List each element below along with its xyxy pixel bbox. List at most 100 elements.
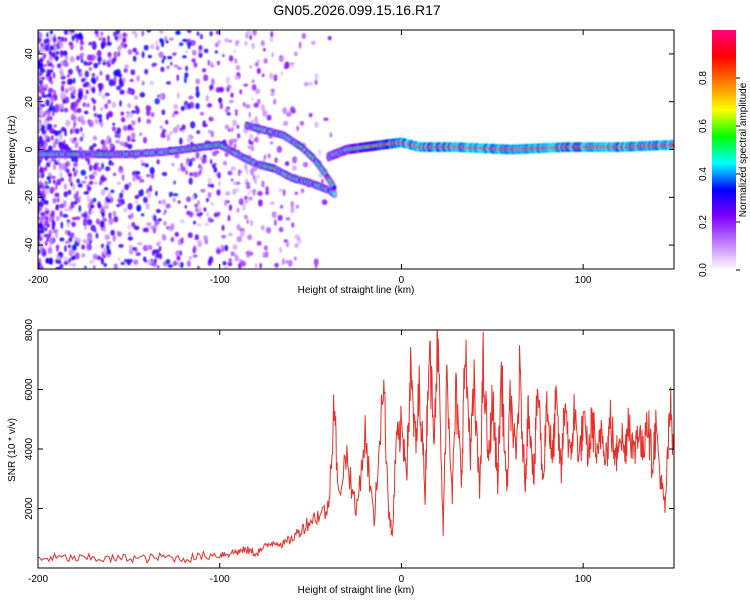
noise-cell: [92, 135, 98, 141]
noise-cell: [43, 206, 47, 211]
noise-cell: [44, 240, 48, 246]
noise-cell: [263, 245, 268, 251]
noise-cell: [177, 91, 180, 99]
noise-cell: [329, 132, 333, 138]
noise-cell: [224, 152, 229, 157]
noise-cell: [161, 233, 165, 241]
noise-cell: [57, 197, 60, 203]
noise-cell: [203, 123, 208, 127]
noise-cell: [214, 42, 219, 48]
noise-cell: [221, 224, 225, 231]
colorbar-tick-label: 0.0: [698, 263, 709, 277]
noise-cell: [185, 157, 190, 164]
noise-cell: [284, 61, 290, 69]
noise-cell: [197, 240, 203, 248]
noise-cell: [107, 51, 112, 58]
noise-cell: [44, 227, 48, 232]
noise-cell: [177, 262, 181, 267]
noise-cell: [89, 259, 95, 264]
noise-cell: [269, 72, 274, 80]
noise-cell: [222, 160, 228, 166]
noise-cell: [214, 50, 219, 54]
noise-cell: [59, 237, 65, 242]
noise-cell: [158, 253, 163, 260]
noise-cell: [47, 257, 52, 265]
noise-cell: [131, 110, 136, 114]
noise-cell: [113, 51, 119, 59]
noise-cell: [226, 200, 230, 204]
noise-cell: [67, 172, 73, 177]
noise-cell: [71, 34, 75, 42]
noise-cell: [38, 201, 41, 209]
noise-cell: [154, 97, 160, 105]
noise-cell: [174, 231, 179, 237]
noise-cell: [101, 162, 105, 170]
noise-cell: [55, 244, 60, 250]
noise-cell: [111, 162, 114, 166]
noise-cell: [166, 133, 171, 142]
noise-cell: [47, 145, 53, 152]
noise-cell: [84, 175, 88, 180]
noise-cell: [274, 262, 279, 268]
noise-cell: [267, 153, 271, 159]
noise-cell: [195, 151, 200, 159]
noise-cell: [198, 44, 203, 52]
noise-cell: [192, 254, 198, 258]
noise-cell: [195, 78, 201, 85]
noise-cell: [158, 245, 162, 252]
noise-cell: [70, 113, 76, 121]
noise-cell: [60, 51, 64, 58]
noise-cell: [270, 88, 275, 93]
noise-cell: [101, 211, 105, 217]
noise-cell: [222, 261, 227, 266]
noise-cell: [114, 36, 118, 41]
heatmap-x-axis-label: Height of straight line (km): [298, 285, 415, 296]
noise-cell: [137, 241, 143, 246]
noise-cell: [84, 81, 90, 88]
noise-cell: [239, 89, 243, 95]
noise-cell: [92, 164, 99, 171]
noise-cell: [234, 109, 239, 113]
noise-cell: [198, 52, 203, 58]
noise-cell: [152, 227, 157, 234]
noise-cell: [63, 30, 69, 36]
noise-cell: [81, 78, 85, 83]
noise-cell: [235, 187, 239, 193]
noise-cell: [274, 157, 278, 164]
noise-cell: [245, 181, 251, 186]
noise-cell: [191, 58, 196, 63]
x-tick-label: 100: [575, 574, 592, 585]
noise-cell: [42, 249, 47, 256]
noise-cell: [94, 30, 99, 35]
noise-cell: [43, 134, 49, 139]
noise-cell: [119, 77, 123, 85]
noise-cell: [294, 242, 299, 248]
noise-cell: [122, 125, 128, 132]
noise-cell: [132, 47, 138, 53]
noise-cell: [226, 112, 231, 116]
noise-cell: [59, 177, 65, 182]
noise-cell: [64, 240, 70, 244]
noise-cell: [210, 78, 215, 86]
noise-cell: [228, 99, 234, 104]
noise-cell: [238, 198, 244, 206]
noise-cell: [52, 36, 57, 43]
noise-cell: [146, 188, 153, 193]
noise-cell: [146, 118, 152, 124]
noise-cell: [76, 107, 82, 113]
noise-cell: [128, 214, 131, 219]
noise-cell: [42, 198, 46, 205]
noise-cell: [130, 127, 134, 131]
noise-cell: [287, 110, 290, 118]
noise-cell: [120, 111, 125, 116]
noise-cell: [91, 174, 96, 180]
noise-cell: [141, 162, 147, 167]
noise-cell: [53, 163, 56, 171]
noise-cell: [169, 131, 173, 136]
noise-cell: [106, 244, 110, 251]
noise-cell: [203, 74, 209, 82]
noise-cell: [227, 261, 233, 267]
y-tick-label: 4000: [24, 437, 35, 460]
noise-cell: [108, 217, 114, 226]
noise-cell: [121, 173, 125, 182]
